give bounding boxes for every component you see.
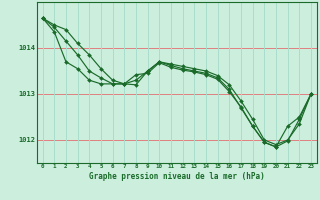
X-axis label: Graphe pression niveau de la mer (hPa): Graphe pression niveau de la mer (hPa) bbox=[89, 172, 265, 181]
